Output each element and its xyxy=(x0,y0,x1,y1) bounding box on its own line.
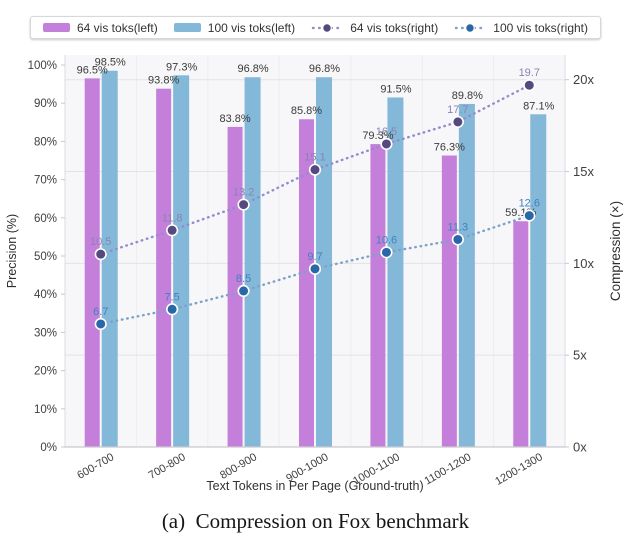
left-tick-label: 30% xyxy=(34,327,57,339)
left-tick-label: 0% xyxy=(40,442,57,454)
bar xyxy=(84,78,100,448)
line-point-label: 10.5 xyxy=(90,236,111,248)
bar-value-label: 91.5% xyxy=(380,83,411,95)
bar-value-label: 87.1% xyxy=(523,100,554,112)
line-point xyxy=(166,303,179,316)
legend-dotted-line-icon xyxy=(312,22,343,33)
line-point-label: 6.7 xyxy=(93,306,108,318)
bar-value-label: 98.5% xyxy=(95,57,126,69)
left-tick-label: 20% xyxy=(34,366,57,378)
chart-plot-area: 96.5%93.8%83.8%85.8%79.3%76.3%59.1%98.5%… xyxy=(5,55,623,493)
left-tick-label: 70% xyxy=(34,175,57,187)
line-point xyxy=(308,163,322,176)
right-tick-label: 10x xyxy=(573,256,594,271)
line-point-label: 7.5 xyxy=(164,291,179,303)
line-point-label: 11.3 xyxy=(448,221,469,233)
left-tick-label: 10% xyxy=(34,404,57,416)
legend-bar-swatch-icon xyxy=(173,23,201,32)
line-point-label: 16.5 xyxy=(376,126,397,138)
figure-caption: (a) Compression on Fox benchmark xyxy=(161,509,470,533)
left-tick-label: 60% xyxy=(34,213,57,225)
line-point xyxy=(94,317,107,331)
line-point xyxy=(451,233,464,246)
legend-item: 100 vis toks(right) xyxy=(454,21,588,35)
line-point-label: 12.6 xyxy=(519,198,540,210)
line-point xyxy=(380,137,393,151)
legend-bar-swatch-icon xyxy=(43,23,70,32)
bar xyxy=(370,144,386,447)
line-point-label: 10.6 xyxy=(376,234,397,246)
right-tick-label: 0x xyxy=(573,440,587,455)
chart-legend: 64 vis toks(left) 100 vis toks(left) 64 vi… xyxy=(30,16,601,39)
bar-value-label: 96.8% xyxy=(237,63,268,75)
line-point xyxy=(237,198,250,211)
bar xyxy=(513,221,529,447)
line-point xyxy=(380,246,393,259)
bar-value-label: 96.8% xyxy=(309,63,340,75)
legend-dotted-line-icon xyxy=(455,22,486,33)
x-tick-label: 1100-1200 xyxy=(422,451,473,487)
line-point xyxy=(237,284,250,297)
legend-item-label: 64 vis toks(left) xyxy=(77,20,158,35)
line-point-label: 15.1 xyxy=(304,152,325,164)
bar xyxy=(530,114,547,447)
line-point xyxy=(451,115,464,129)
left-tick-label: 80% xyxy=(34,136,57,148)
bar xyxy=(441,155,457,447)
left-axis-title: Precision (%) xyxy=(5,214,19,288)
bar xyxy=(458,103,475,448)
x-axis-title: Text Tokens in Per Page (Ground-truth) xyxy=(206,479,423,493)
x-tick-label: 800-900 xyxy=(218,451,259,482)
line-point-label: 17.7 xyxy=(447,104,468,116)
left-tick-label: 50% xyxy=(34,251,57,263)
legend-item: 64 vis toks(left) xyxy=(43,21,158,35)
right-tick-label: 20x xyxy=(573,72,594,87)
legend-item-label: 64 vis toks(right) xyxy=(350,20,439,35)
bar-value-label: 89.8% xyxy=(452,90,483,102)
plot-background xyxy=(65,55,565,447)
bar xyxy=(244,77,261,447)
line-point-label: 11.8 xyxy=(162,212,183,224)
bar xyxy=(101,70,118,447)
right-axis-title: Compression (×) xyxy=(608,201,623,301)
bar xyxy=(299,119,314,447)
bar-value-label: 83.8% xyxy=(219,113,250,125)
left-tick-label: 40% xyxy=(34,289,57,301)
legend-item-label: 100 vis toks(right) xyxy=(493,20,588,35)
bar xyxy=(387,97,404,447)
x-tick-label: 600-700 xyxy=(75,451,116,482)
bar xyxy=(173,75,190,448)
line-point-label: 19.7 xyxy=(519,67,540,79)
line-point xyxy=(523,209,536,222)
bar-value-label: 97.3% xyxy=(166,61,197,73)
left-tick-label: 100% xyxy=(28,60,57,72)
line-point-label: 9.7 xyxy=(307,251,322,263)
bar-value-label: 96.5% xyxy=(77,64,108,76)
line-point xyxy=(166,224,179,237)
legend-item: 100 vis toks(left) xyxy=(173,20,296,35)
x-tick-label: 1200-1300 xyxy=(493,451,545,488)
line-point xyxy=(308,262,322,275)
line-point-label: 8.5 xyxy=(236,273,251,285)
bar-value-label: 85.8% xyxy=(291,105,322,117)
bar-value-label: 76.3% xyxy=(434,142,465,154)
line-point xyxy=(523,79,536,92)
bar xyxy=(156,88,172,448)
x-tick-label: 700-800 xyxy=(147,451,188,482)
line-point xyxy=(94,248,107,261)
right-tick-label: 5x xyxy=(573,348,587,363)
legend-item-label: 100 vis toks(left) xyxy=(207,20,296,35)
bar-value-label: 93.8% xyxy=(148,75,179,87)
line-point-label: 13.2 xyxy=(233,187,254,199)
right-tick-label: 15x xyxy=(573,164,594,179)
legend-item: 64 vis toks(right) xyxy=(311,21,438,35)
left-tick-label: 90% xyxy=(34,98,57,110)
